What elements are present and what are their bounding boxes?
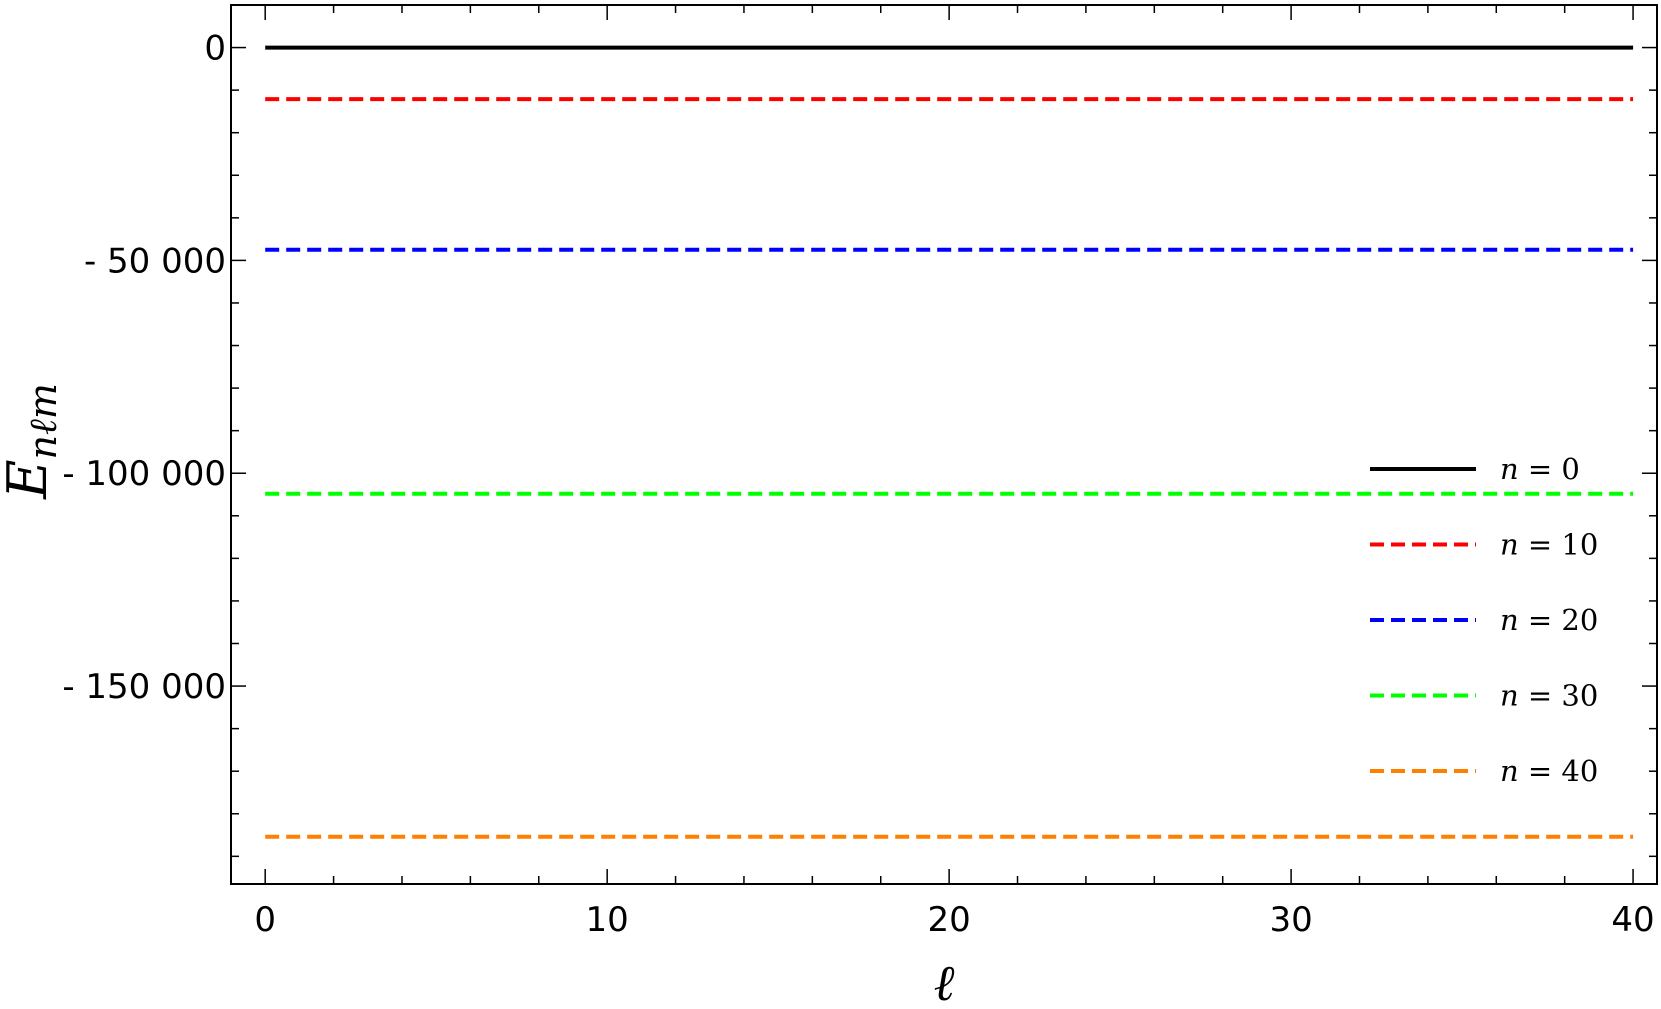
x-tick-label-30: 30	[1269, 900, 1312, 940]
axes: 0 10 20 30 40 0 - 50 000 - 100 000 - 150 000	[62, 4, 1658, 940]
x-tick-label-40: 40	[1611, 900, 1654, 940]
legend-label-n-10: n = 10	[1500, 528, 1598, 562]
x-tick-label-10: 10	[586, 900, 629, 940]
legend-item-n-30: n = 30	[1370, 679, 1598, 713]
legend-item-n-20: n = 20	[1370, 603, 1598, 637]
y-axis-label-subscript: nℓm	[21, 383, 65, 459]
legend-item-n-10: n = 10	[1370, 528, 1598, 562]
y-tick-label-100000: - 100 000	[62, 454, 226, 494]
legend-label-n-20: n = 20	[1500, 603, 1598, 637]
legend-var: n	[1500, 603, 1519, 637]
y-tick-label-150000: - 150 000	[62, 667, 226, 707]
legend-item-n-40: n = 40	[1370, 754, 1598, 788]
legend-var: n	[1500, 528, 1519, 562]
legend-eq: = 10	[1519, 528, 1599, 562]
legend-var: n	[1500, 679, 1519, 713]
y-axis-label-main: E	[0, 459, 59, 499]
plot-area	[265, 45, 1634, 839]
legend-item-n-0: n = 0	[1370, 452, 1580, 486]
legend-eq: = 40	[1519, 754, 1599, 788]
legend-eq: = 30	[1519, 679, 1599, 713]
plot-frame	[230, 4, 1658, 885]
y-axis-label: Enℓm	[0, 383, 65, 500]
y-tick-label-0: 0	[204, 29, 226, 69]
x-tick-label-20: 20	[927, 900, 970, 940]
legend-var: n	[1500, 754, 1519, 788]
legend-label-n-0: n = 0	[1500, 452, 1580, 486]
x-axis-label: ℓ	[934, 954, 955, 1009]
legend-eq: = 0	[1519, 452, 1580, 486]
legend-eq: = 20	[1519, 603, 1599, 637]
y-tick-label-50000: - 50 000	[84, 241, 226, 281]
x-tick-label-0: 0	[254, 900, 276, 940]
legend-var: n	[1500, 452, 1519, 486]
legend: n = 0n = 10n = 20n = 30n = 40	[1370, 452, 1598, 788]
legend-label-n-40: n = 40	[1500, 754, 1598, 788]
legend-label-n-30: n = 30	[1500, 679, 1598, 713]
